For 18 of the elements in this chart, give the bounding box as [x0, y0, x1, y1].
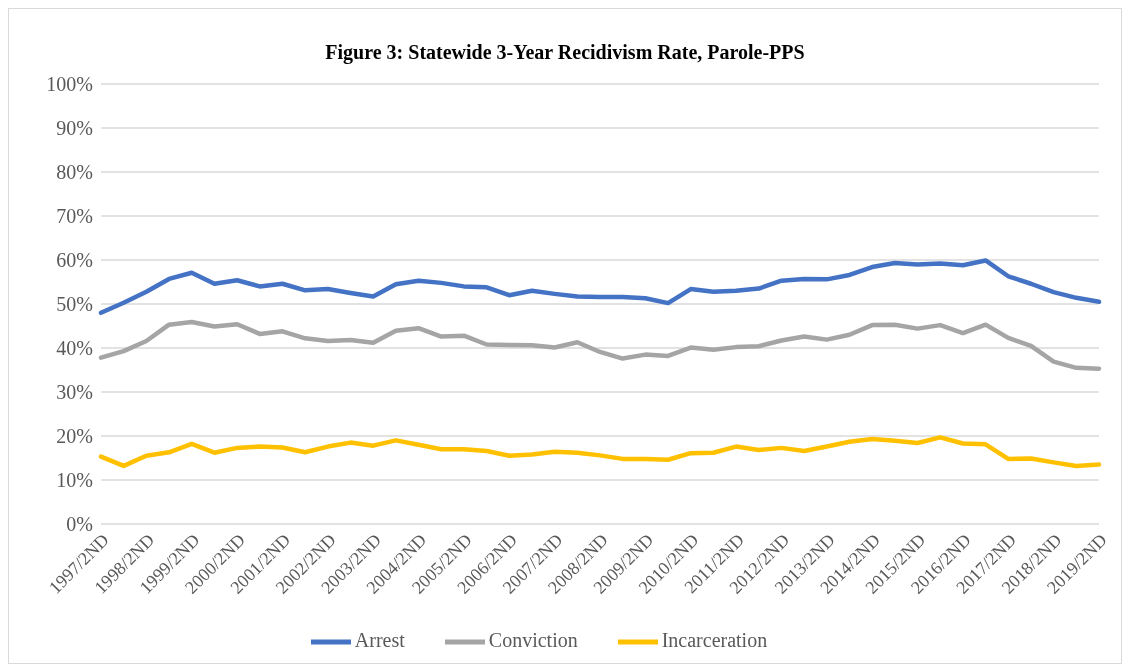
y-tick-label: 30% [56, 381, 93, 404]
line-series [98, 258, 1102, 316]
line-series [98, 435, 1102, 469]
chart-title: Figure 3: Statewide 3-Year Recidivism Rate, Parole-PPS [324, 41, 806, 64]
y-tick-label: 100% [46, 73, 93, 96]
legend-label: Arrest [354, 628, 405, 651]
y-tick-label: 20% [56, 425, 93, 448]
y-tick-label: 50% [56, 293, 93, 316]
y-tick-label: 60% [56, 249, 93, 272]
y-tick-label: 70% [56, 205, 93, 228]
y-tick-label: 40% [56, 337, 93, 360]
y-tick-label: 10% [56, 469, 93, 492]
y-tick-label: 0% [66, 513, 93, 536]
legend-label: Conviction [488, 628, 578, 651]
y-tick-label: 80% [56, 161, 93, 184]
y-tick-label: 90% [56, 117, 93, 140]
legend-label: Incarceration [661, 628, 768, 651]
line-series [98, 319, 1102, 371]
